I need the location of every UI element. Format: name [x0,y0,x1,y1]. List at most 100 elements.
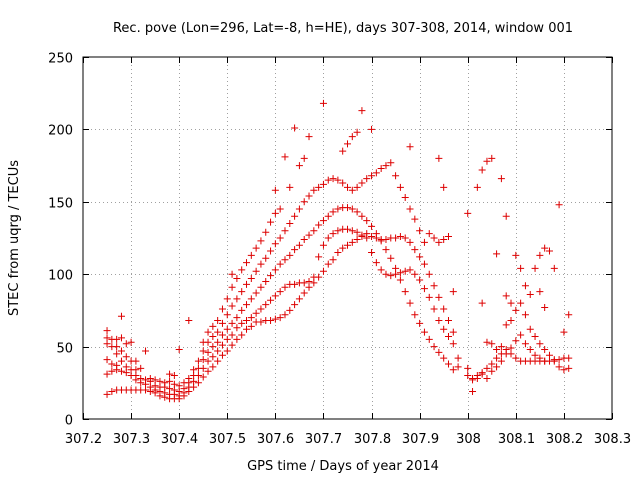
data-point [344,183,351,191]
data-point [271,266,279,274]
x-axis-label: GPS time / Days of year 2014 [247,459,439,474]
data-point [387,272,395,280]
data-point [300,235,308,243]
data-point [493,345,501,353]
data-point [324,260,332,268]
data-point [401,234,409,242]
data-point [406,238,414,246]
data-point [541,244,549,252]
data-point [243,301,251,309]
data-point [425,270,433,278]
data-point [348,186,356,194]
data-point [286,183,294,191]
data-point [353,235,361,243]
data-point [117,312,125,320]
data-point [444,332,452,340]
data-point [363,234,371,242]
data-point [218,351,226,359]
data-point [185,374,193,382]
data-point [493,363,501,371]
data-point [449,366,457,374]
data-point [194,357,202,365]
data-point [281,153,289,161]
data-point [305,231,313,239]
data-point [526,290,534,298]
data-point [512,337,520,345]
x-tick-label: 307.2 [65,432,102,447]
data-point [411,270,419,278]
data-point [286,220,294,228]
data-point [295,162,303,170]
data-point [512,251,520,259]
data-point [545,351,553,359]
data-point [454,363,462,371]
data-point [286,251,294,259]
data-point [507,317,515,325]
chart-title: Rec. pove (Lon=296, Lat=-8, h=HE), days … [113,21,573,36]
data-point [387,159,395,167]
data-point [228,283,236,291]
data-point [344,140,351,148]
x-tick-label: 307.9 [402,432,439,447]
data-point [315,221,323,229]
data-point [531,264,539,272]
data-point [372,259,380,267]
data-point [435,154,443,162]
data-point [132,357,140,365]
data-point [122,363,130,371]
data-point [416,227,424,235]
data-point [151,376,159,384]
data-point [204,328,212,336]
data-point [223,295,231,303]
data-point [295,205,303,213]
x-tick-label: 307.7 [305,432,342,447]
data-point [122,340,130,348]
data-point [170,372,178,380]
data-point [565,364,573,372]
data-point [113,335,121,343]
data-point [536,354,544,362]
data-point [526,325,534,333]
data-point [454,354,462,362]
data-point [497,175,505,183]
data-point [146,374,154,382]
data-point [469,376,477,384]
data-point [271,186,279,194]
data-point [103,334,111,342]
data-point [113,361,121,369]
data-point [363,175,371,183]
data-point [464,372,472,380]
data-point [209,353,217,361]
data-point [406,143,414,151]
data-point [420,285,428,293]
data-point [228,331,236,339]
data-point [319,99,327,107]
data-point [358,231,366,239]
data-point [271,315,279,323]
data-point [257,260,265,268]
data-point [406,205,414,213]
data-point [353,183,361,191]
data-point [377,266,385,274]
data-point [440,305,448,313]
data-point [444,360,452,368]
data-point [156,377,164,385]
data-point [517,299,525,307]
data-point [267,218,275,226]
x-tick-label: 308.2 [546,432,583,447]
data-point [194,372,202,380]
data-point [137,364,145,372]
data-point [238,266,246,274]
data-point [276,234,284,242]
data-point [276,314,284,322]
data-point [435,238,443,246]
data-point [257,237,265,245]
data-point [233,314,241,322]
data-point [396,276,404,284]
data-point [243,259,251,267]
data-point [262,301,270,309]
data-point [411,246,419,254]
data-point [401,288,409,296]
data-point [440,235,448,243]
